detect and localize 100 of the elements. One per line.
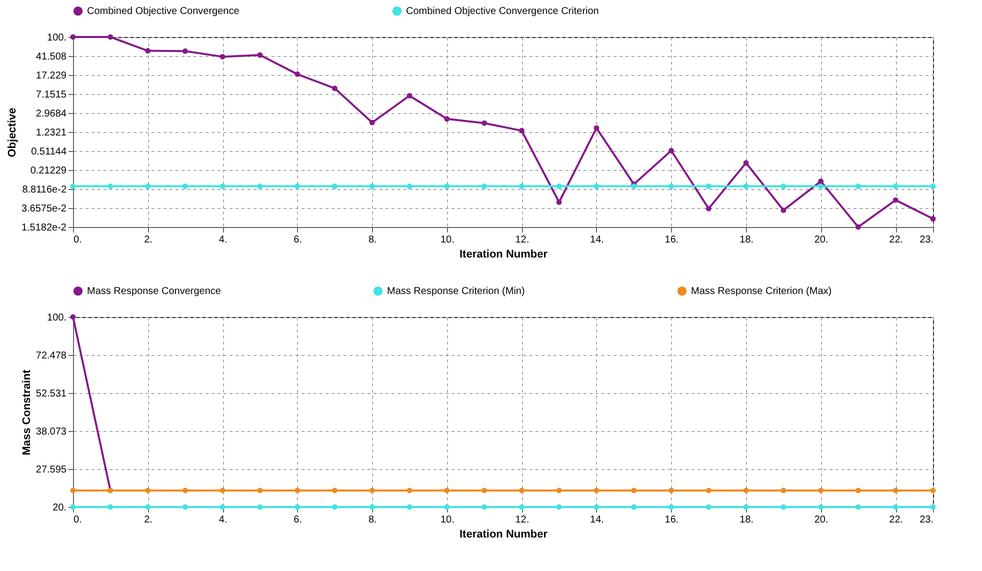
y-tick-label: 52.531 (36, 388, 67, 400)
point (182, 504, 188, 510)
point (556, 199, 562, 205)
point (930, 184, 936, 189)
legend-label: Combined Objective Convergence (87, 6, 240, 18)
point (855, 504, 861, 510)
point (332, 86, 338, 92)
point (294, 488, 300, 494)
x-tick-label: 10. (440, 514, 454, 526)
point (631, 504, 637, 510)
x-tick-label: 23. (920, 234, 934, 246)
point (444, 488, 450, 494)
y-tick-label: 38.073 (36, 426, 67, 438)
x-tick-label: 22. (889, 234, 904, 246)
point (594, 125, 600, 131)
legend-label: Combined Objective Convergence Criterion (406, 6, 599, 18)
point (70, 184, 76, 189)
point (743, 488, 749, 494)
point (780, 207, 786, 213)
legend-label: Mass Response Criterion (Max) (691, 286, 832, 298)
x-tick-label: 8. (368, 234, 377, 246)
y-tick-label: 0.51144 (31, 146, 67, 158)
y-axis-title: Objective (6, 108, 18, 158)
point (855, 488, 861, 494)
point (444, 184, 450, 189)
point (145, 48, 151, 54)
point (332, 488, 338, 494)
point (892, 488, 898, 494)
point (70, 488, 76, 494)
point (706, 206, 712, 212)
x-tick-label: 12. (515, 234, 530, 246)
x-tick-label: 14. (590, 234, 604, 246)
point (818, 184, 824, 189)
point (518, 504, 524, 510)
point (145, 184, 151, 189)
point (482, 488, 488, 494)
x-tick-label: 6. (294, 234, 302, 246)
point (668, 148, 674, 154)
point (257, 184, 263, 189)
point (145, 488, 151, 494)
point (369, 120, 375, 126)
point (518, 128, 524, 134)
point (220, 488, 226, 494)
x-tick-label: 18. (740, 234, 754, 246)
y-tick-label: 1.5182e-2 (21, 222, 67, 234)
y-tick-label: 100. (47, 312, 66, 324)
point (294, 71, 300, 77)
x-tick-label: 0. (74, 234, 82, 246)
point (556, 488, 562, 494)
point (406, 184, 412, 189)
point (108, 34, 114, 40)
point (892, 184, 898, 189)
point (257, 52, 263, 58)
x-tick-label: 4. (218, 514, 228, 526)
x-tick-label: 10. (440, 234, 454, 246)
point (892, 197, 898, 203)
point (482, 184, 488, 189)
x-tick-label: 2. (144, 514, 152, 526)
point (818, 178, 824, 184)
point (855, 224, 861, 230)
legend-label: Mass Response Criterion (Min) (387, 286, 525, 298)
y-tick-label: 20. (52, 502, 66, 514)
point (556, 504, 562, 510)
point (594, 504, 600, 510)
y-tick-label: 41.508 (36, 52, 67, 62)
point (930, 504, 936, 510)
point (108, 184, 114, 189)
point (482, 504, 488, 510)
point (594, 488, 600, 494)
x-tick-label: 16. (664, 514, 679, 526)
point (706, 504, 712, 510)
point (220, 54, 226, 60)
point (930, 216, 936, 222)
y-axis-title: Mass Constraint (20, 369, 33, 456)
point (818, 488, 824, 494)
point (406, 504, 412, 510)
point (406, 93, 412, 98)
x-tick-label: 6. (294, 514, 302, 526)
point (444, 504, 450, 510)
point (406, 488, 412, 494)
point (145, 504, 151, 510)
x-tick-label: 8. (368, 514, 377, 526)
point (332, 184, 338, 189)
x-tick-label: 4. (218, 234, 228, 246)
x-axis-title: Iteration Number (459, 248, 548, 260)
point (294, 504, 300, 510)
y-tick-label: 27.595 (36, 464, 67, 476)
x-tick-label: 16. (664, 234, 679, 246)
x-tick-label: 18. (740, 514, 754, 526)
point (668, 504, 674, 510)
x-tick-label: 2. (144, 234, 152, 246)
x-axis-title: Iteration Number (459, 528, 548, 540)
y-tick-label: 0.21229 (30, 166, 67, 176)
x-tick-label: 23. (920, 514, 934, 526)
y-tick-label: 100. (47, 32, 66, 44)
point (780, 488, 786, 494)
x-tick-label: 20. (814, 514, 828, 526)
point (182, 184, 188, 189)
point (369, 504, 375, 510)
y-tick-label: 3.6575e-2 (21, 204, 67, 214)
